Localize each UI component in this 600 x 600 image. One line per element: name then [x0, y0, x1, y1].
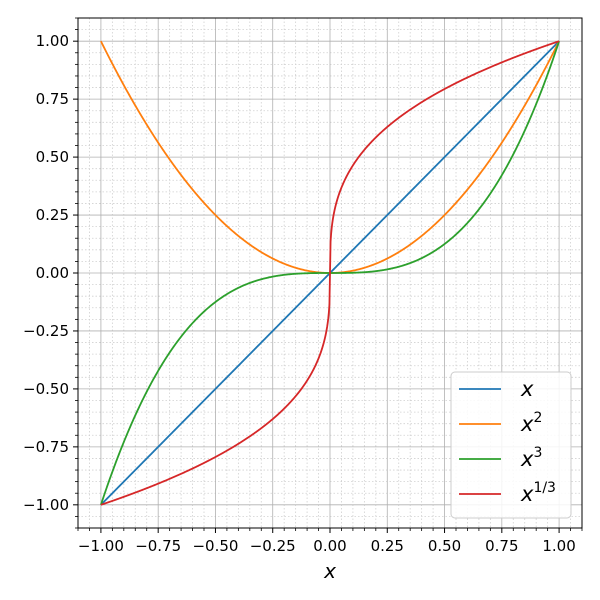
y-tick-label: −0.50	[23, 380, 69, 398]
legend-entry-label: x	[520, 377, 534, 401]
legend-entry-exponent: 1/3	[533, 480, 556, 496]
major-grid	[78, 18, 582, 528]
y-axis: −1.00 −0.75 −0.50 −0.25 0.00 0.25 0.50 0.75 1.00	[23, 17, 78, 529]
y-tick-label: 0.00	[36, 264, 69, 282]
x-tick-label: 0.50	[428, 537, 461, 555]
legend-entry-exponent: 2	[533, 410, 542, 426]
x-tick-label: 1.00	[542, 537, 575, 555]
series-line-4	[100, 40, 560, 506]
y-tick-label: 1.00	[36, 32, 69, 50]
legend-box	[450, 371, 572, 519]
y-tick-label: −0.25	[23, 322, 69, 340]
x-tick-label: −1.00	[78, 537, 124, 555]
series-layer	[100, 40, 560, 506]
legend-entry-exponent: 3	[533, 445, 542, 461]
x-tick-label: −0.75	[135, 537, 181, 555]
x-tick-label: −0.50	[192, 537, 238, 555]
x-tick-label: 0.25	[371, 537, 404, 555]
x-axis: −1.00 −0.75 −0.50 −0.25 0.00 0.25 0.50 0.75 1.00	[77, 528, 583, 555]
y-tick-label: −0.75	[23, 438, 69, 456]
x-tick-label: 0.00	[313, 537, 346, 555]
y-tick-label: 0.25	[36, 206, 69, 224]
x-axis-label: x	[323, 559, 336, 583]
y-tick-label: 0.75	[36, 90, 69, 108]
x-tick-label: 0.75	[485, 537, 518, 555]
y-tick-label: −1.00	[23, 496, 69, 514]
y-tick-label: 0.50	[36, 148, 69, 166]
x-tick-label: −0.25	[250, 537, 296, 555]
